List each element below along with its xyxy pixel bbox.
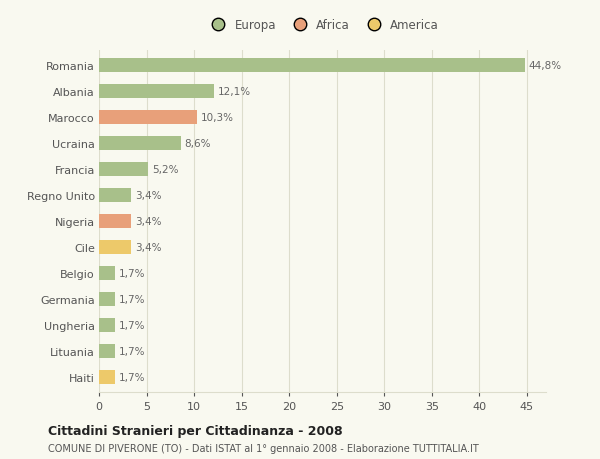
Text: 1,7%: 1,7% <box>119 346 145 356</box>
Legend: Europa, Africa, America: Europa, Africa, America <box>206 19 439 32</box>
Text: 12,1%: 12,1% <box>218 87 251 97</box>
Text: 5,2%: 5,2% <box>152 165 179 174</box>
Bar <box>99 189 131 203</box>
Bar <box>99 266 115 280</box>
Bar <box>99 85 214 99</box>
Bar <box>99 111 197 125</box>
Bar <box>99 137 181 151</box>
Bar <box>99 344 115 358</box>
Text: 1,7%: 1,7% <box>119 320 145 330</box>
Bar <box>99 59 525 73</box>
Bar <box>99 162 148 177</box>
Text: Cittadini Stranieri per Cittadinanza - 2008: Cittadini Stranieri per Cittadinanza - 2… <box>48 424 343 437</box>
Text: 8,6%: 8,6% <box>185 139 211 149</box>
Text: 3,4%: 3,4% <box>135 242 161 252</box>
Text: 3,4%: 3,4% <box>135 190 161 201</box>
Bar <box>99 240 131 254</box>
Text: 1,7%: 1,7% <box>119 372 145 382</box>
Bar <box>99 370 115 384</box>
Text: COMUNE DI PIVERONE (TO) - Dati ISTAT al 1° gennaio 2008 - Elaborazione TUTTITALI: COMUNE DI PIVERONE (TO) - Dati ISTAT al … <box>48 443 479 453</box>
Text: 1,7%: 1,7% <box>119 269 145 278</box>
Text: 1,7%: 1,7% <box>119 294 145 304</box>
Bar <box>99 292 115 306</box>
Text: 3,4%: 3,4% <box>135 217 161 226</box>
Text: 10,3%: 10,3% <box>201 113 234 123</box>
Bar <box>99 318 115 332</box>
Bar <box>99 214 131 229</box>
Text: 44,8%: 44,8% <box>529 61 562 71</box>
